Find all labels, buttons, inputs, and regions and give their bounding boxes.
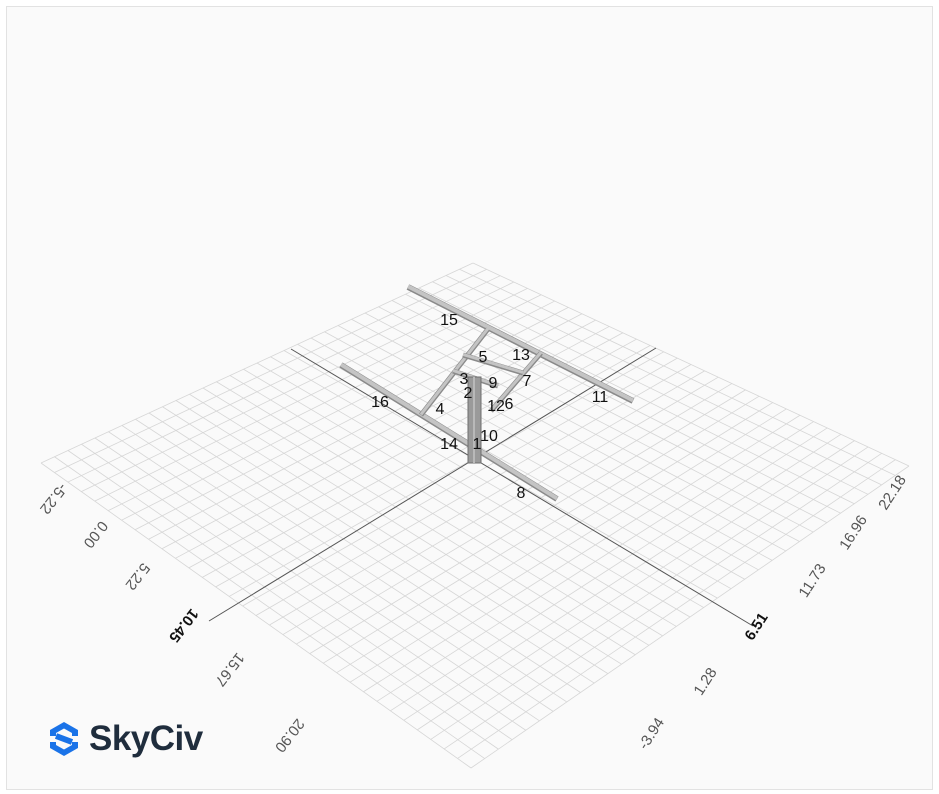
structure-members[interactable] <box>339 284 635 502</box>
grid-line <box>269 370 705 626</box>
skyciv-logo: SkyCiv <box>47 719 203 759</box>
grid-line <box>472 262 910 467</box>
left-axis-tick: 0.00 <box>80 518 111 551</box>
grid-line <box>282 376 719 635</box>
member-label-6: 6 <box>505 396 514 413</box>
grid-axis-line <box>290 348 754 627</box>
grid-line <box>255 364 692 616</box>
right-axis-tick: 11.73 <box>796 561 830 601</box>
grid-line <box>418 287 855 505</box>
grid-line <box>296 383 733 645</box>
left-axis-tick: 20.90 <box>271 715 308 755</box>
grid-line <box>336 402 773 674</box>
grid-line <box>430 446 869 740</box>
model-viewport[interactable]: 1 2 3 4 5 6 7 8 9 10 11 12 13 14 15 16 -5.22 0.00 5.22 10.… <box>6 6 933 790</box>
grid-line <box>445 275 882 486</box>
grid-line <box>405 293 841 514</box>
member-label-7: 7 <box>523 373 532 390</box>
member-label-10: 10 <box>480 428 498 445</box>
member-label-11: 11 <box>592 389 609 406</box>
beam-15-11-face <box>407 284 634 403</box>
grid-line <box>417 440 855 731</box>
grid-line <box>364 312 800 542</box>
member-label-3: 3 <box>460 371 469 388</box>
grid-line <box>378 306 814 533</box>
grid-line <box>363 414 801 693</box>
grid-line <box>337 325 773 561</box>
rafter-right-face <box>489 351 543 412</box>
grid-line <box>309 389 746 654</box>
member-label-4: 4 <box>436 401 445 418</box>
skyciv-logo-icon <box>50 722 78 756</box>
right-axis-tick: -3.94 <box>635 715 668 753</box>
skyciv-logo-text: SkyCiv <box>89 719 203 758</box>
ground-grid <box>40 262 910 769</box>
grid-line <box>403 433 842 721</box>
purlin-5-face <box>462 352 524 374</box>
grid-line <box>443 452 882 750</box>
grid-line <box>457 459 896 759</box>
member-label-15: 15 <box>440 312 458 329</box>
grid-line <box>376 421 814 702</box>
member-label-12: 12 <box>487 398 505 415</box>
left-axis-tick: -5.22 <box>36 480 70 517</box>
member-label-14: 14 <box>440 436 458 453</box>
grid-line <box>310 337 745 580</box>
member-label-8: 8 <box>517 485 526 502</box>
member-label-13: 13 <box>512 347 530 364</box>
right-axis-tick: 22.18 <box>875 472 910 513</box>
grid-line <box>390 427 828 712</box>
right-axis-tick: 16.96 <box>836 512 871 553</box>
grid-line <box>322 395 760 664</box>
left-axis-tick: 15.67 <box>211 649 248 689</box>
grid-line <box>459 268 896 476</box>
grid-line <box>351 318 787 552</box>
grid-line <box>391 300 828 523</box>
grid-line <box>270 356 704 608</box>
member-label-5: 5 <box>479 349 488 366</box>
member-label-1: 1 <box>473 436 482 453</box>
beam-16-8-face <box>339 362 559 501</box>
member-label-2: 2 <box>464 385 473 402</box>
grid-axis-line <box>208 347 657 622</box>
left-axis-tick: 10.45 <box>165 605 202 645</box>
grid-line <box>349 408 787 683</box>
grid-line <box>324 331 759 571</box>
left-axis-tick: 5.22 <box>122 560 153 593</box>
grid-line <box>432 281 869 495</box>
grid-line <box>470 465 910 769</box>
right-axis-tick: 1.28 <box>690 665 720 699</box>
member-label-9: 9 <box>489 375 498 392</box>
member-label-16: 16 <box>371 394 389 411</box>
right-axis-tick: 6.51 <box>741 610 771 644</box>
